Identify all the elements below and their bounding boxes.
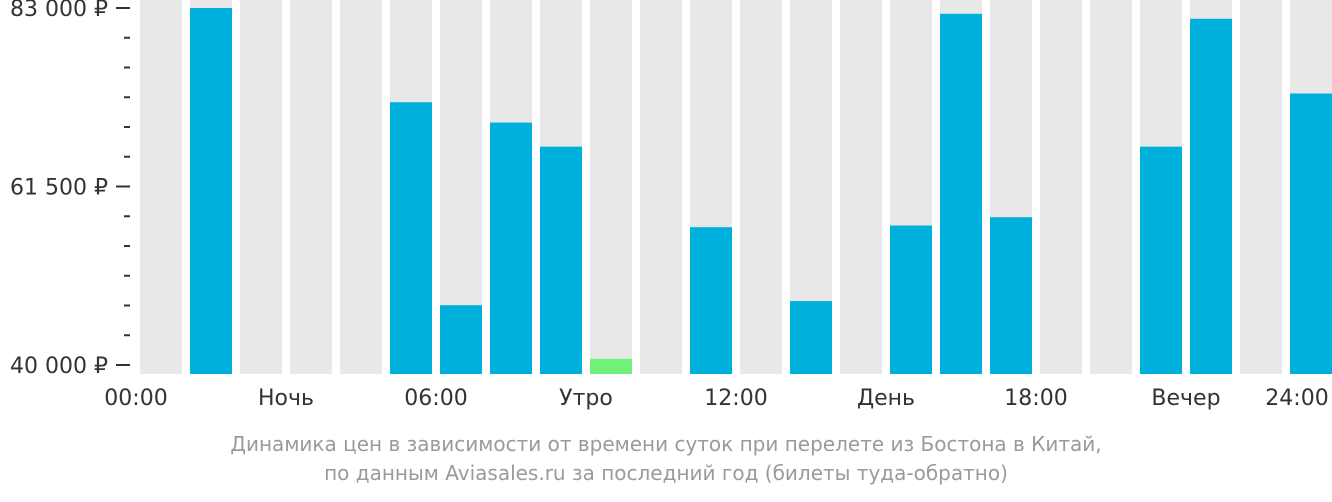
x-tick-label: 24:00 (1265, 386, 1328, 411)
price-bar-11:00 (690, 227, 732, 374)
price-bar-01:00 (190, 8, 232, 374)
background-column-19:00 (1090, 0, 1132, 374)
background-column-10:00 (640, 0, 682, 374)
price-bar-21:00 (1190, 18, 1232, 374)
y-axis: 40 000 ₽ 61 500 ₽ 83 000 ₽ (10, 0, 130, 379)
x-tick-label: 18:00 (1004, 386, 1067, 411)
x-axis: 00:00 Ночь 06:00 Утро 12:00 День 18:00 Вечер 24:… (104, 386, 1328, 411)
price-bar-09:00 (590, 358, 632, 374)
price-bar-07:00 (490, 122, 532, 375)
price-bar-20:00 (1140, 146, 1182, 374)
price-bar-17:00 (990, 217, 1032, 374)
background-column-04:00 (340, 0, 382, 374)
y-tick-label: 40 000 ₽ (10, 354, 108, 379)
price-bar-05:00 (390, 102, 432, 375)
background-column-02:00 (240, 0, 282, 374)
x-tick-label: 12:00 (704, 386, 767, 411)
x-tick-label: Утро (559, 386, 613, 411)
price-bar-23:00 (1290, 93, 1332, 375)
background-column-12:00 (740, 0, 782, 374)
price-bars (190, 8, 1332, 375)
background-column-22:00 (1240, 0, 1282, 374)
chart-caption-line-1: Динамика цен в зависимости от времени су… (230, 432, 1102, 456)
price-bar-16:00 (940, 13, 982, 375)
price-bar-06:00 (440, 305, 482, 374)
price-bar-15:00 (890, 225, 932, 374)
x-tick-label: 00:00 (104, 386, 167, 411)
y-tick-label: 61 500 ₽ (10, 176, 108, 201)
x-tick-label: Ночь (258, 386, 314, 411)
background-column-00:00 (140, 0, 182, 374)
price-bar-08:00 (540, 146, 582, 374)
chart-caption-line-2: по данным Aviasales.ru за последний год … (324, 461, 1008, 485)
background-column-03:00 (290, 0, 332, 374)
x-tick-label: День (857, 386, 915, 411)
x-tick-label: Вечер (1151, 386, 1220, 411)
y-tick-label: 83 000 ₽ (10, 0, 108, 22)
price-by-hour-chart: 40 000 ₽ 61 500 ₽ 83 000 ₽ 00:00 Ночь 06:00 У… (10, 0, 1332, 411)
background-column-14:00 (840, 0, 882, 374)
background-column-09:00 (590, 0, 632, 374)
background-column-18:00 (1040, 0, 1082, 374)
price-bar-13:00 (790, 301, 832, 374)
x-tick-label: 06:00 (404, 386, 467, 411)
